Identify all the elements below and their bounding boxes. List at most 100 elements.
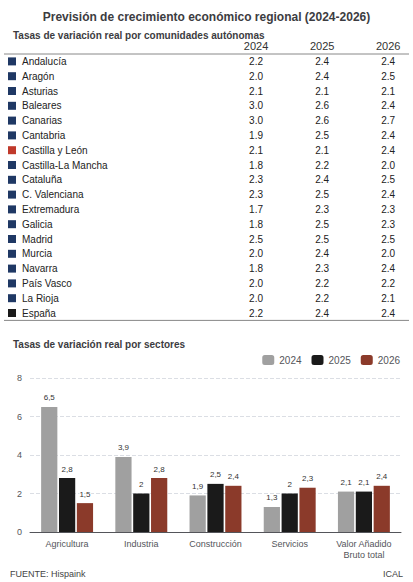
svg-text:Murcia: Murcia <box>22 248 52 259</box>
svg-text:0: 0 <box>17 527 22 537</box>
svg-text:2.2: 2.2 <box>315 160 329 171</box>
svg-text:1.7: 1.7 <box>249 204 263 215</box>
svg-text:FUENTE: Hispaink: FUENTE: Hispaink <box>10 569 86 579</box>
svg-text:2.6: 2.6 <box>315 115 329 126</box>
svg-text:2.0: 2.0 <box>249 71 263 82</box>
svg-text:2.3: 2.3 <box>249 174 263 185</box>
svg-text:2.5: 2.5 <box>315 189 329 200</box>
svg-text:2.0: 2.0 <box>249 248 263 259</box>
svg-text:2.0: 2.0 <box>381 160 395 171</box>
svg-text:2,8: 2,8 <box>62 465 74 474</box>
svg-text:2025: 2025 <box>310 40 334 52</box>
svg-text:2.4: 2.4 <box>381 189 395 200</box>
svg-text:2.1: 2.1 <box>381 293 395 304</box>
svg-text:Navarra: Navarra <box>22 263 58 274</box>
svg-text:Tasas de variación real por se: Tasas de variación real por sectores <box>13 339 186 350</box>
svg-text:2: 2 <box>287 480 292 489</box>
svg-text:2.7: 2.7 <box>381 115 395 126</box>
svg-text:6: 6 <box>17 412 22 422</box>
svg-text:Extremadura: Extremadura <box>22 204 80 215</box>
svg-text:2.4: 2.4 <box>381 145 395 156</box>
svg-text:Galicia: Galicia <box>22 219 53 230</box>
svg-text:2.4: 2.4 <box>381 130 395 141</box>
svg-text:1,9: 1,9 <box>192 482 204 491</box>
svg-text:8: 8 <box>17 373 22 383</box>
svg-text:2,8: 2,8 <box>154 465 166 474</box>
svg-text:2,3: 2,3 <box>302 474 314 483</box>
svg-text:1,3: 1,3 <box>266 493 278 502</box>
svg-text:Castilla-La Mancha: Castilla-La Mancha <box>22 160 108 171</box>
svg-text:2026: 2026 <box>376 40 400 52</box>
svg-text:2.5: 2.5 <box>315 130 329 141</box>
svg-text:País Vasco: País Vasco <box>22 278 72 289</box>
svg-text:4: 4 <box>17 450 22 460</box>
svg-text:2.1: 2.1 <box>381 86 395 97</box>
svg-text:2.2: 2.2 <box>381 278 395 289</box>
svg-text:6,5: 6,5 <box>44 393 56 402</box>
svg-text:2.1: 2.1 <box>315 86 329 97</box>
svg-text:2.3: 2.3 <box>381 219 395 230</box>
svg-text:Andalucía: Andalucía <box>22 56 67 67</box>
svg-text:2: 2 <box>17 489 22 499</box>
svg-text:2.3: 2.3 <box>315 204 329 215</box>
svg-text:2.3: 2.3 <box>381 204 395 215</box>
svg-text:España: España <box>22 308 56 319</box>
svg-text:ICAL: ICAL <box>383 569 403 579</box>
svg-text:2,5: 2,5 <box>210 470 222 479</box>
svg-text:Construcción: Construcción <box>189 539 242 549</box>
svg-text:Industria: Industria <box>124 539 159 549</box>
svg-text:2,1: 2,1 <box>340 478 352 487</box>
svg-text:1.8: 1.8 <box>249 263 263 274</box>
svg-text:2.4: 2.4 <box>315 56 329 67</box>
svg-text:2025: 2025 <box>329 355 352 366</box>
svg-text:2.1: 2.1 <box>249 86 263 97</box>
svg-text:Servicios: Servicios <box>271 539 308 549</box>
svg-text:C. Valenciana: C. Valenciana <box>22 189 84 200</box>
svg-text:2.5: 2.5 <box>249 234 263 245</box>
svg-text:2.0: 2.0 <box>381 248 395 259</box>
svg-text:2.0: 2.0 <box>249 278 263 289</box>
svg-text:2.5: 2.5 <box>315 234 329 245</box>
svg-text:2.2: 2.2 <box>249 56 263 67</box>
svg-text:2.4: 2.4 <box>315 174 329 185</box>
svg-text:2,1: 2,1 <box>358 478 370 487</box>
svg-text:Castilla y León: Castilla y León <box>22 145 88 156</box>
svg-text:2024: 2024 <box>244 40 268 52</box>
svg-text:2.1: 2.1 <box>249 145 263 156</box>
svg-text:1,5: 1,5 <box>79 490 91 499</box>
svg-text:2.3: 2.3 <box>249 189 263 200</box>
svg-text:3.0: 3.0 <box>249 115 263 126</box>
svg-text:2026: 2026 <box>378 355 401 366</box>
svg-text:Bruto total: Bruto total <box>343 550 384 560</box>
svg-text:Cataluña: Cataluña <box>22 174 62 185</box>
svg-text:Baleares: Baleares <box>22 100 61 111</box>
svg-text:2.4: 2.4 <box>381 100 395 111</box>
svg-text:2.2: 2.2 <box>315 293 329 304</box>
svg-text:2.1: 2.1 <box>315 145 329 156</box>
svg-text:2.2: 2.2 <box>315 278 329 289</box>
svg-text:3.0: 3.0 <box>249 100 263 111</box>
svg-text:1.8: 1.8 <box>249 219 263 230</box>
svg-text:1.8: 1.8 <box>249 160 263 171</box>
svg-text:Asturias: Asturias <box>22 86 58 97</box>
svg-text:2,4: 2,4 <box>376 472 388 481</box>
svg-text:2.0: 2.0 <box>249 293 263 304</box>
svg-text:Valor Añadido: Valor Añadido <box>336 539 391 549</box>
svg-text:Previsión de crecimiento econó: Previsión de crecimiento económico regio… <box>43 10 370 24</box>
svg-text:2.5: 2.5 <box>381 234 395 245</box>
svg-text:2.4: 2.4 <box>315 308 329 319</box>
svg-text:Canarias: Canarias <box>22 115 62 126</box>
svg-text:1.9: 1.9 <box>249 130 263 141</box>
svg-text:2.5: 2.5 <box>381 174 395 185</box>
svg-text:3,9: 3,9 <box>118 443 130 452</box>
svg-text:2.3: 2.3 <box>315 263 329 274</box>
svg-text:2.2: 2.2 <box>249 308 263 319</box>
svg-text:La Rioja: La Rioja <box>22 293 59 304</box>
svg-text:2.6: 2.6 <box>315 100 329 111</box>
svg-text:2: 2 <box>139 480 144 489</box>
svg-text:Aragón: Aragón <box>22 71 54 82</box>
svg-text:Cantabria: Cantabria <box>22 130 66 141</box>
svg-text:2,4: 2,4 <box>228 472 240 481</box>
svg-text:Tasas de variación real por co: Tasas de variación real por comunidades … <box>13 30 265 41</box>
svg-text:2024: 2024 <box>279 355 302 366</box>
